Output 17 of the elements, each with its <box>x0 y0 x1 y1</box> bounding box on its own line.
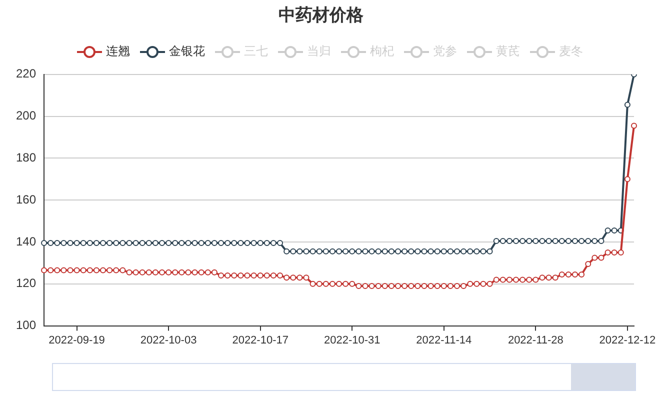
y-tick-label: 140 <box>16 234 36 248</box>
chart-title: 中药材价格 <box>278 6 364 26</box>
x-tick-label: 2022-10-03 <box>140 334 197 346</box>
x-tick-label: 2022-10-31 <box>324 334 380 346</box>
x-tick-label: 2022-09-19 <box>48 334 105 346</box>
legend-label: 金银花 <box>169 43 205 60</box>
y-tick-label: 180 <box>16 150 36 165</box>
x-tick-label: 2022-12-12 <box>599 334 656 346</box>
x-tick-label: 2022-11-28 <box>508 334 564 346</box>
y-tick-label: 160 <box>16 192 36 206</box>
y-tick-label: 100 <box>16 318 36 332</box>
x-tick-label: 2022-11-14 <box>416 334 472 346</box>
y-tick-label: 200 <box>16 108 36 123</box>
x-tick-label: 2022-10-17 <box>232 334 288 346</box>
y-tick-label: 220 <box>16 66 36 81</box>
y-tick-label: 120 <box>16 276 36 290</box>
legend-label: 连翘 <box>106 43 130 60</box>
